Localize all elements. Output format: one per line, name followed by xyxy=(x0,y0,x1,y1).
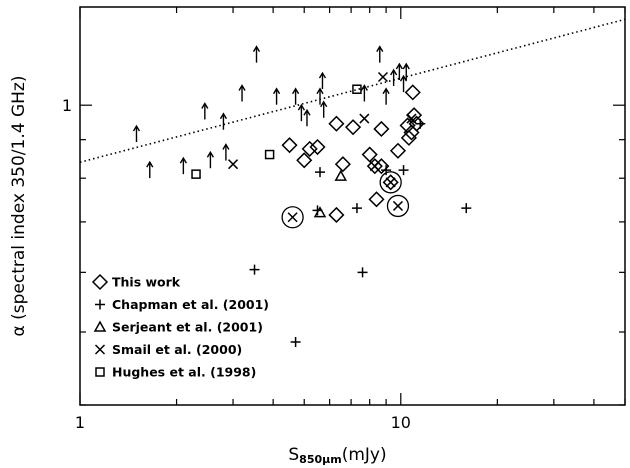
data-point-serjeant-et-al-2001 xyxy=(334,169,348,181)
legend: This work Chapman et al. (2001) Serjeant e… xyxy=(91,273,269,380)
legend-label: Serjeant et al. (2001) xyxy=(112,320,263,335)
lower-limit-arrow xyxy=(291,87,300,105)
lower-limit-arrow xyxy=(318,71,327,90)
lower-limit-arrow xyxy=(206,150,215,169)
lower-limit-arrow xyxy=(146,160,154,179)
data-point-chapman-et-al-2001 xyxy=(461,203,472,214)
lower-limit-arrow xyxy=(390,68,398,87)
data-point-chapman-et-al-2001 xyxy=(381,165,392,176)
lower-limit-arrow xyxy=(395,62,403,81)
data-point-this-work xyxy=(334,156,351,173)
y-axis-title: α (spectral index 350/1.4 GHz) xyxy=(9,76,29,337)
lower-limit-arrow xyxy=(360,84,368,102)
lower-limit-arrow xyxy=(222,143,230,161)
legend-label: Chapman et al. (2001) xyxy=(112,297,269,312)
data-point-smail-et-al-2000 xyxy=(369,161,380,172)
data-point-smail-et-al-2000 xyxy=(377,71,389,83)
legend-label: Smail et al. (2000) xyxy=(112,342,242,357)
data-point-smail-et-al-2000 xyxy=(228,159,239,170)
data-point-smail-et-al-2000-circled xyxy=(287,212,298,223)
data-point-this-work xyxy=(366,158,383,175)
lower-limit-arrow xyxy=(399,74,408,93)
data-point-this-work xyxy=(361,146,378,163)
data-point-chapman-et-al-2001 xyxy=(249,264,260,275)
data-point-this-work xyxy=(281,137,298,154)
data-point-this-work xyxy=(328,115,345,132)
lower-limit-arrow xyxy=(179,156,187,175)
x-tick-label: 1 xyxy=(75,413,85,432)
lower-limit-arrow xyxy=(303,108,311,127)
data-point-hughes-et-al-1998 xyxy=(191,169,201,179)
data-point-smail-et-al-2000-circled xyxy=(392,200,403,211)
data-point-hughes-et-al-1998 xyxy=(264,149,275,160)
legend-marker xyxy=(94,344,106,355)
legend-marker xyxy=(93,320,107,332)
data-point-this-work xyxy=(389,142,407,159)
data-point-smail-et-al-2000 xyxy=(406,113,417,124)
lower-limit-arrow xyxy=(320,100,328,118)
data-point-this-work xyxy=(373,120,390,137)
lower-limit-arrow xyxy=(316,87,324,105)
lower-limit-arrow xyxy=(201,102,209,120)
data-point-chapman-et-al-2001 xyxy=(415,118,426,129)
lower-limit-arrow xyxy=(272,87,281,105)
circled-point-ring xyxy=(281,206,304,229)
data-point-this-work xyxy=(408,115,425,132)
legend-marker xyxy=(91,273,109,291)
data-point-this-work xyxy=(382,174,399,191)
data-point-this-work xyxy=(345,119,362,136)
data-point-this-work xyxy=(328,206,345,224)
data-point-serjeant-et-al-2001 xyxy=(313,206,327,218)
lower-limit-arrow xyxy=(219,112,228,130)
lower-limit-arrow xyxy=(297,103,306,122)
legend-marker xyxy=(95,299,105,310)
legend-label: Hughes et al. (1998) xyxy=(112,365,256,380)
data-point-smail-et-al-2000 xyxy=(359,113,370,124)
data-point-this-work xyxy=(309,138,326,156)
lower-limit-arrow xyxy=(132,124,141,143)
data-point-hughes-et-al-1998 xyxy=(352,84,362,94)
lower-limit-arrow xyxy=(252,45,261,63)
data-point-chapman-et-al-2001 xyxy=(290,336,301,347)
circled-point-ring xyxy=(379,171,402,194)
data-point-this-work xyxy=(301,140,318,157)
lower-limit-arrow xyxy=(402,62,410,81)
data-marks-group xyxy=(132,45,472,347)
data-point-chapman-et-al-2001 xyxy=(315,167,326,178)
plot-frame-group xyxy=(79,6,626,406)
lower-limit-arrow xyxy=(376,45,384,63)
legend-label: This work xyxy=(112,275,181,290)
data-point-smail-et-al-2000-circled xyxy=(385,177,396,188)
y-tick-label: 1 xyxy=(62,96,72,115)
circled-point-ring xyxy=(386,194,410,218)
data-point-chapman-et-al-2001 xyxy=(357,267,368,278)
x-tick-label: 10 xyxy=(391,413,411,432)
axis-labels-group: 1 10 1 S850µm(mJy) α (spectral index 350/1.4… xyxy=(9,76,411,466)
lower-limit-arrow xyxy=(382,87,390,105)
x-axis-title: S850µm(mJy) xyxy=(288,445,386,466)
data-point-this-work xyxy=(296,152,313,169)
data-point-this-work xyxy=(368,191,385,208)
lower-limit-arrow xyxy=(238,84,246,102)
data-point-chapman-et-al-2001 xyxy=(351,203,362,214)
data-point-chapman-et-al-2001 xyxy=(398,165,409,176)
data-point-this-work xyxy=(400,129,417,146)
legend-marker xyxy=(95,367,105,377)
plot-frame xyxy=(79,6,626,406)
data-point-this-work xyxy=(404,84,421,101)
